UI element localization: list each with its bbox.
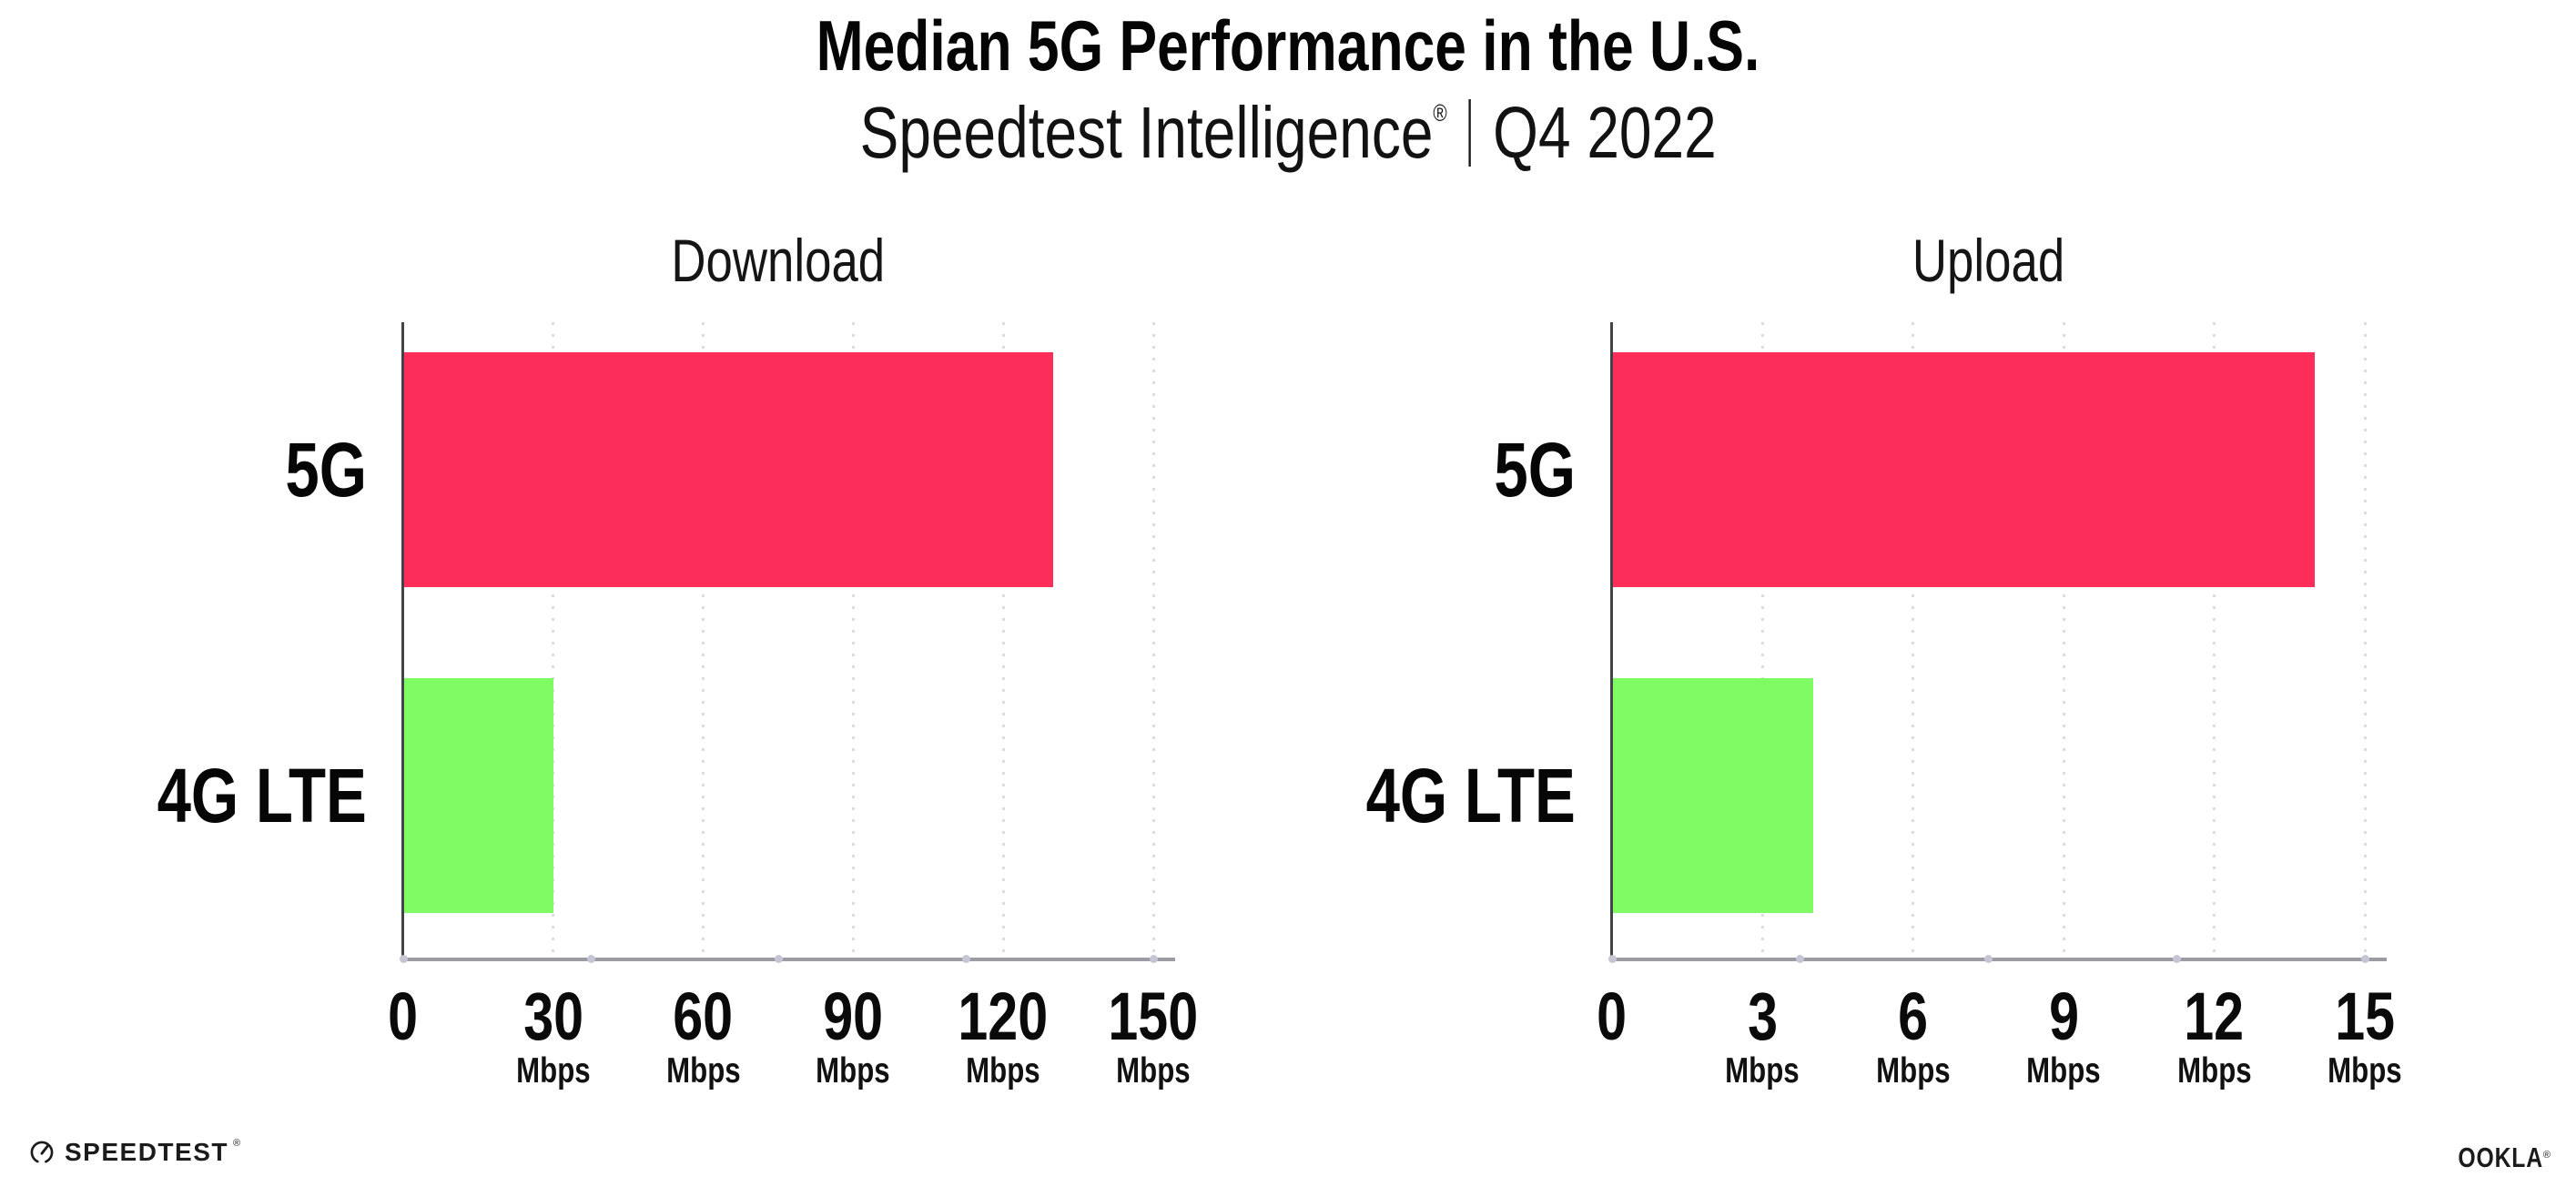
axis-tick-dot (2172, 955, 2181, 963)
y-axis-line (401, 322, 404, 958)
x-tick-unit-label: Mbps (2328, 1051, 2402, 1090)
page-title: Median 5G Performance in the U.S. (0, 7, 2576, 84)
upload-chart: Upload 5G 4G LTE 0 3 Mbps 6 Mbps 9 Mbps 12 Mbps 15 M… (1366, 228, 2402, 1090)
download-chart-title: Download (671, 227, 886, 294)
ookla-logo: OOKLA ® (2437, 1141, 2551, 1174)
x-axis-line (1609, 958, 2387, 961)
x-tick-label-30: 30 (522, 979, 583, 1054)
x-tick-unit-label: Mbps (1725, 1051, 1800, 1090)
x-tick-label-120: 120 (958, 979, 1049, 1054)
speedtest-wordmark: SPEEDTEST (65, 1138, 228, 1166)
x-tick-unit-label: Mbps (1116, 1051, 1191, 1090)
gridline-3-mbps (1760, 322, 1764, 958)
x-tick-label-90: 90 (823, 979, 884, 1054)
bar-5g-upload (1612, 352, 2315, 587)
x-tick-label-150: 150 (1108, 979, 1199, 1054)
ookla-wordmark: OOKLA (2457, 1141, 2543, 1173)
page-title-text: Median 5G Performance in the U.S. (816, 5, 1760, 86)
gridline-90-mbps (851, 322, 855, 958)
category-label-5g: 5G (1494, 427, 1576, 512)
gridline-30-mbps (552, 322, 555, 958)
gridline-12-mbps (2213, 322, 2216, 958)
axis-tick-dot (2360, 955, 2369, 963)
axis-tick-dot (1796, 955, 1805, 963)
bar-4g-lte-download (403, 678, 553, 913)
gridline-120-mbps (1001, 322, 1005, 958)
subtitle-period: Q4 2022 (1492, 92, 1717, 173)
gridline-6-mbps (1912, 322, 1915, 958)
x-tick-unit-label: Mbps (2026, 1051, 2101, 1090)
upload-chart-title: Upload (1912, 227, 2065, 294)
axis-tick-dot (1984, 955, 1993, 963)
x-axis-line (401, 958, 1175, 961)
x-tick-unit-label: Mbps (816, 1051, 891, 1090)
category-label-5g: 5G (285, 427, 367, 512)
x-tick-unit-label: Mbps (665, 1051, 741, 1090)
gauge-icon (29, 1140, 55, 1165)
axis-tick-dot (586, 955, 595, 963)
bar-5g-download (403, 352, 1054, 587)
x-tick-label-12: 12 (2184, 979, 2245, 1054)
speedtest-logo: SPEEDTEST ® (29, 1138, 240, 1167)
axis-tick-dot (961, 955, 970, 963)
x-tick-unit-label: Mbps (2176, 1051, 2252, 1090)
gridline-15-mbps (2363, 322, 2367, 958)
x-tick-label-9: 9 (2048, 979, 2079, 1054)
x-tick-label-3: 3 (1747, 979, 1778, 1054)
x-tick-unit-label: Mbps (516, 1051, 591, 1090)
download-chart: Download 5G 4G LTE 0 30 Mbps 60 Mbps 90 Mbps 120 M… (157, 228, 1199, 1090)
ookla-registered-mark: ® (2542, 1150, 2551, 1161)
axis-tick-dot (1149, 955, 1158, 963)
x-tick-label-0: 0 (1597, 979, 1628, 1054)
axis-tick-dot (399, 955, 408, 963)
axis-tick-dot (774, 955, 783, 963)
axis-tick-dot (1607, 955, 1617, 963)
gridline-150-mbps (1151, 322, 1155, 958)
x-tick-unit-label: Mbps (1876, 1051, 1951, 1090)
gridline-9-mbps (2062, 322, 2065, 958)
x-tick-label-6: 6 (1898, 979, 1929, 1054)
category-label-4g-lte: 4G LTE (157, 753, 367, 838)
bar-4g-lte-upload (1612, 678, 1813, 913)
x-tick-label-60: 60 (673, 979, 734, 1054)
x-tick-label-0: 0 (388, 979, 419, 1054)
registered-mark: ® (1433, 99, 1447, 127)
page-subtitle: Speedtest Intelligence® Q4 2022 (0, 93, 2576, 189)
speedtest-registered-mark: ® (232, 1138, 241, 1149)
subtitle-brand: Speedtest Intelligence (859, 92, 1434, 173)
category-label-4g-lte: 4G LTE (1365, 753, 1576, 838)
subtitle-divider (1468, 99, 1471, 167)
x-tick-unit-label: Mbps (966, 1051, 1040, 1090)
gridline-60-mbps (702, 322, 705, 958)
x-tick-label-15: 15 (2335, 979, 2395, 1054)
y-axis-line (1610, 322, 1613, 958)
